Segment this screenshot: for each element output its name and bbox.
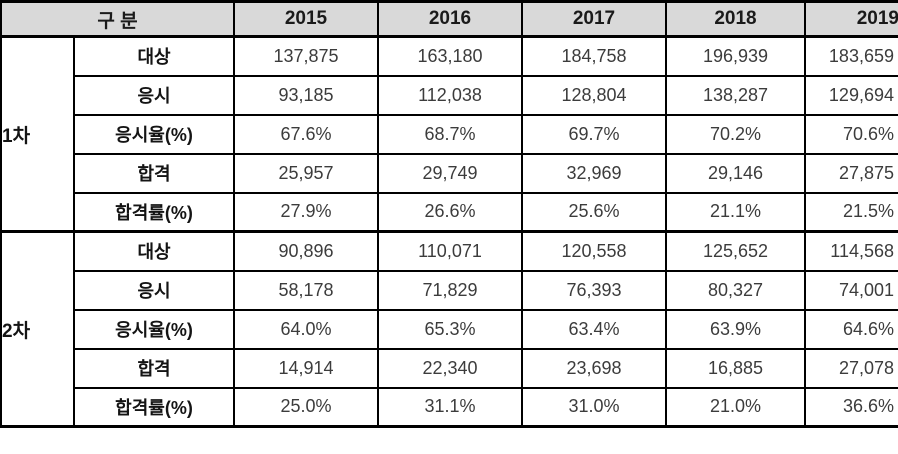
cell-value: 112,038 — [377, 74, 523, 116]
cell-value: 138,287 — [665, 74, 806, 116]
cell-value: 137,875 — [233, 35, 379, 77]
cell-value: 76,393 — [521, 269, 667, 311]
cell-value: 31.1% — [377, 386, 523, 428]
cell-value: 93,185 — [233, 74, 379, 116]
table-row: 1차 대상 137,875 163,180 184,758 196,939 18… — [0, 35, 898, 233]
cell-value: 70.2% — [665, 113, 806, 155]
cell-value: 71,829 — [377, 269, 523, 311]
cell-value: 184,758 — [521, 35, 667, 77]
cell-value: 29,749 — [377, 152, 523, 194]
cell-value: 21.5% — [804, 191, 898, 233]
table-row: 2차 대상 90,896 110,071 120,558 125,652 114… — [0, 230, 898, 428]
cell-value: 63.4% — [521, 308, 667, 350]
cell-value: 114,568 — [804, 230, 898, 272]
cell-value: 69.7% — [521, 113, 667, 155]
row-label: 응시 — [73, 74, 235, 116]
cell-value: 25.0% — [233, 386, 379, 428]
group-label-round2: 2차 — [0, 230, 75, 428]
cell-value: 27.9% — [233, 191, 379, 233]
cell-value: 23,698 — [521, 347, 667, 389]
table-row: 합격률(%) 25.0% 31.1% 31.0% 21.0% 36.6% — [1, 386, 898, 428]
row-label: 응시율(%) — [73, 308, 235, 350]
cell-value: 163,180 — [377, 35, 523, 77]
row-label: 합격률(%) — [73, 191, 235, 233]
cell-value: 31.0% — [521, 386, 667, 428]
group-label-round1: 1차 — [0, 35, 75, 233]
row-label: 대상 — [73, 230, 235, 272]
cell-value: 32,969 — [521, 152, 667, 194]
header-category: 구 분 — [0, 0, 235, 38]
cell-value: 25,957 — [233, 152, 379, 194]
header-year-2019: 2019 — [804, 0, 898, 38]
row-label: 합격 — [73, 152, 235, 194]
table-row: 응시율(%) 67.6% 68.7% 69.7% 70.2% 70.6% — [1, 113, 898, 155]
row-label: 대상 — [73, 35, 235, 77]
table-row: 합격 14,914 22,340 23,698 16,885 27,078 — [1, 347, 898, 389]
cell-value: 26.6% — [377, 191, 523, 233]
header-year-2017: 2017 — [521, 0, 667, 38]
table-row: 응시율(%) 64.0% 65.3% 63.4% 63.9% 64.6% — [1, 308, 898, 350]
cell-value: 129,694 — [804, 74, 898, 116]
cell-value: 64.6% — [804, 308, 898, 350]
cell-value: 14,914 — [233, 347, 379, 389]
header-year-2016: 2016 — [377, 0, 523, 38]
cell-value: 110,071 — [377, 230, 523, 272]
cell-value: 21.1% — [665, 191, 806, 233]
table-row: 응시 93,185 112,038 128,804 138,287 129,69… — [1, 74, 898, 116]
row-label: 응시율(%) — [73, 113, 235, 155]
cell-value: 16,885 — [665, 347, 806, 389]
cell-value: 27,875 — [804, 152, 898, 194]
header-year-2018: 2018 — [665, 0, 806, 38]
cell-value: 25.6% — [521, 191, 667, 233]
cell-value: 36.6% — [804, 386, 898, 428]
cell-value: 74,001 — [804, 269, 898, 311]
cell-value: 80,327 — [665, 269, 806, 311]
cell-value: 90,896 — [233, 230, 379, 272]
cell-value: 125,652 — [665, 230, 806, 272]
cell-value: 29,146 — [665, 152, 806, 194]
cell-value: 21.0% — [665, 386, 806, 428]
header-row: 구 분 2015 2016 2017 2018 2019 — [0, 0, 898, 38]
row-label: 응시 — [73, 269, 235, 311]
cell-value: 27,078 — [804, 347, 898, 389]
cell-value: 68.7% — [377, 113, 523, 155]
cell-value: 67.6% — [233, 113, 379, 155]
cell-value: 196,939 — [665, 35, 806, 77]
cell-value: 128,804 — [521, 74, 667, 116]
cell-value: 70.6% — [804, 113, 898, 155]
table-row: 합격률(%) 27.9% 26.6% 25.6% 21.1% 21.5% — [1, 191, 898, 233]
cell-value: 22,340 — [377, 347, 523, 389]
cell-value: 64.0% — [233, 308, 379, 350]
cell-value: 183,659 — [804, 35, 898, 77]
table-row: 응시 58,178 71,829 76,393 80,327 74,001 — [1, 269, 898, 311]
cell-value: 63.9% — [665, 308, 806, 350]
cell-value: 65.3% — [377, 308, 523, 350]
header-year-2015: 2015 — [233, 0, 379, 38]
row-label: 합격 — [73, 347, 235, 389]
row-label: 합격률(%) — [73, 386, 235, 428]
cell-value: 120,558 — [521, 230, 667, 272]
exam-statistics-table: 구 분 2015 2016 2017 2018 2019 1차 대상 137,8… — [0, 0, 898, 428]
table-row: 합격 25,957 29,749 32,969 29,146 27,875 — [1, 152, 898, 194]
cell-value: 58,178 — [233, 269, 379, 311]
